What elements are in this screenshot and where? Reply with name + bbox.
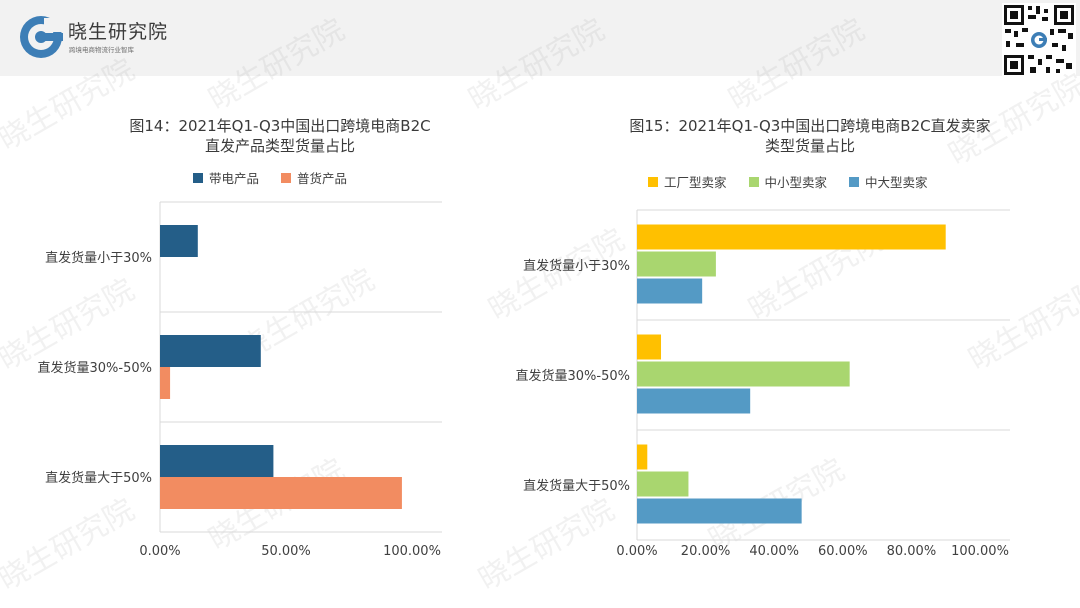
chart15-bar [637,278,703,304]
chart15-tick-label: 40.00% [749,544,799,559]
chart14-legend-swatch [193,172,203,183]
chart14-category-label: 直发货量小于30% [45,250,152,266]
chart15-legend-item: 工厂型卖家 [648,172,727,191]
chart15-bar [637,224,946,250]
chart15-title-line1: 图15：2021年Q1-Q3中国出口跨境电商B2C直发卖家 [629,117,991,135]
chart15-bar [637,334,662,360]
chart15-legend: 工厂型卖家 中小型卖家 中大型卖家 [648,172,928,191]
chart14-bar [160,335,261,367]
chart15-bar [637,471,689,497]
chart14-legend-label: 普货产品 [297,171,348,186]
chart15-bar [637,361,850,387]
chart15-bar [637,388,751,414]
chart14-category-label: 直发货量30%-50% [38,360,152,376]
chart15-tick-label: 60.00% [818,544,868,559]
chart14-bar [160,477,402,509]
chart14-legend-swatch [281,172,292,183]
chart15-tick-label: 100.00% [951,544,1009,559]
chart15-category-label: 直发货量30%-50% [516,368,630,384]
chart15-bar [637,444,648,470]
brand-name: 晓生研究院 [68,21,169,43]
chart15-svg: 直发货量小于30% 直发货量30%-50% 直发货量大于50% 0.00% 20.00%… [516,209,1010,559]
chart14-bar [160,367,171,399]
chart14-legend: 带电产品 普货产品 [193,168,347,187]
chart15-legend-swatch [849,176,860,187]
chart14-title: 图14：2021年Q1-Q3中国出口跨境电商B2C 直发产品类型货量占比 [60,116,500,156]
chart15-legend-item: 中大型卖家 [849,172,928,191]
chart15-tick-label: 20.00% [681,544,731,559]
chart14-legend-item: 带电产品 [193,168,259,187]
qr-code-icon [1002,3,1076,77]
chart15-legend-label: 工厂型卖家 [664,175,727,190]
chart14-legend-label: 带电产品 [209,171,260,186]
chart15-category-label: 直发货量小于30% [523,258,630,274]
chart14-title-line2: 直发产品类型货量占比 [204,137,355,155]
chart15-bar [637,251,716,277]
chart14-category-label: 直发货量大于50% [45,470,152,486]
chart15-tick-label: 80.00% [887,544,937,559]
chart15-title-line2: 类型货量占比 [764,137,855,155]
chart14-svg: 直发货量小于30% 直发货量30%-50% 直发货量大于50% 0.00% 50.00%… [38,201,442,559]
chart14-tick-label: 100.00% [383,544,441,559]
chart14-bar [160,445,274,477]
chart14-tick-label: 0.00% [139,544,180,559]
header-bar: 晓生研究院 跨境电商物流行业智库 [0,0,1080,77]
chart15-legend-label: 中小型卖家 [764,175,828,190]
chart15-tick-label: 0.00% [616,544,657,559]
chart14-legend-item: 普货产品 [281,168,347,187]
g-logo-icon [20,16,64,58]
chart15-category-label: 直发货量大于50% [523,478,630,494]
chart15-legend-label: 中大型卖家 [865,175,928,190]
chart15-title: 图15：2021年Q1-Q3中国出口跨境电商B2C直发卖家 类型货量占比 [540,116,1080,156]
chart15-bar [637,498,802,524]
chart15-legend-item: 中小型卖家 [748,172,828,191]
chart15-legend-swatch [648,176,658,187]
chart14-tick-label: 50.00% [261,544,311,559]
chart15-legend-swatch [748,176,759,187]
chart14-bar [160,225,198,257]
brand-tagline: 跨境电商物流行业智库 [69,46,134,54]
chart14-title-line1: 图14：2021年Q1-Q3中国出口跨境电商B2C [129,117,431,135]
